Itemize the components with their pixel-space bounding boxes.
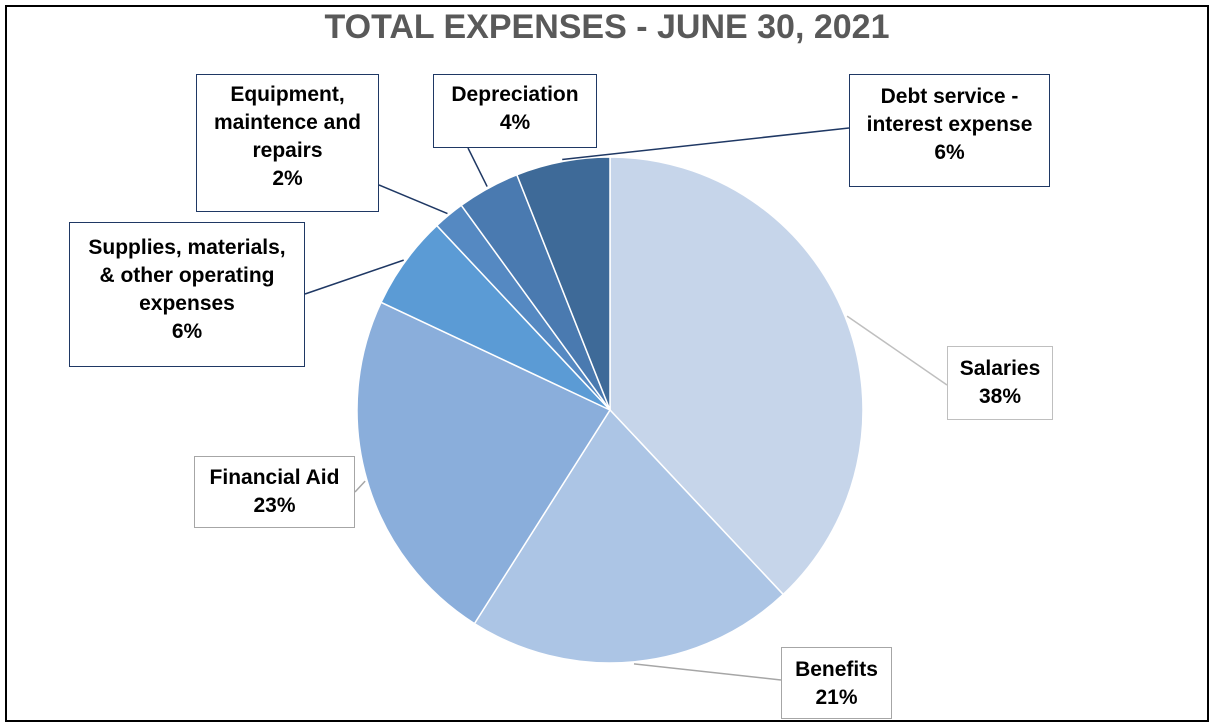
label-category: Financial Aid	[209, 466, 340, 489]
leader-line-debt-service	[562, 127, 850, 161]
label-percent: 6%	[171, 320, 203, 343]
label-percent: 4%	[499, 111, 531, 134]
data-label-supplies: Supplies, materials, & other operating e…	[69, 222, 305, 367]
leader-line-equipment	[378, 184, 448, 215]
label-percent: 21%	[815, 686, 858, 709]
pie-slice-debt-service	[515, 156, 611, 411]
label-category: Depreciation	[451, 83, 579, 106]
data-label-debt-service: Debt service - interest expense 6%	[849, 74, 1050, 187]
label-percent: 6%	[934, 141, 965, 164]
data-label-depreciation: Depreciation 4%	[433, 74, 597, 148]
label-category: Supplies, materials, & other operating e…	[88, 236, 286, 315]
label-category: Equipment, maintence and repairs	[213, 83, 362, 162]
label-category: Salaries	[959, 357, 1041, 380]
pie-slice-salaries	[609, 156, 864, 596]
pie-slice-financial-aid	[356, 301, 612, 625]
data-label-salaries: Salaries 38%	[947, 346, 1053, 420]
label-category: Debt service - interest expense	[866, 85, 1033, 136]
leader-line-supplies	[304, 259, 404, 295]
label-percent: 23%	[253, 494, 296, 517]
leader-line-depreciation	[467, 147, 488, 187]
data-label-equipment: Equipment, maintence and repairs 2%	[196, 74, 379, 212]
pie-slice-benefits	[473, 408, 785, 664]
label-percent: 2%	[272, 167, 303, 190]
data-label-benefits: Benefits 21%	[781, 647, 892, 719]
chart-title: TOTAL EXPENSES - JUNE 30, 2021	[324, 8, 890, 46]
leader-line-benefits	[633, 663, 782, 681]
label-percent: 38%	[978, 385, 1022, 408]
label-category: Benefits	[795, 658, 878, 681]
data-label-financial-aid: Financial Aid 23%	[194, 456, 355, 528]
leader-line-salaries	[846, 315, 948, 386]
leader-line-financial-aid	[354, 480, 366, 493]
